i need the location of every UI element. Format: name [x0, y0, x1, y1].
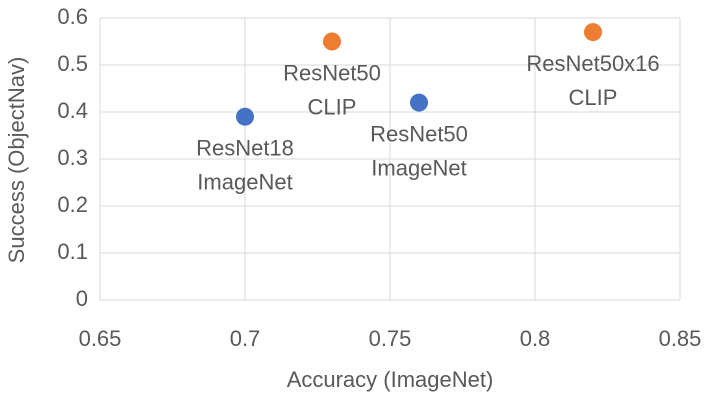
point	[584, 23, 602, 42]
y-tick-label: 0	[76, 286, 88, 311]
point-label: CLIP	[569, 85, 618, 110]
y-axis-label: Success (ObjectNav)	[4, 57, 29, 264]
x-axis-label: Accuracy (ImageNet)	[287, 367, 494, 392]
x-tick-label: 0.8	[520, 326, 551, 351]
y-tick-label: 0.3	[57, 145, 88, 170]
y-tick-label: 0.2	[57, 192, 88, 217]
point-label: ResNet50x16	[526, 51, 659, 76]
point	[236, 107, 254, 126]
x-tick-label: 0.7	[230, 326, 261, 351]
point-label: ResNet18	[196, 136, 294, 161]
point-label: ResNet50	[370, 121, 468, 146]
y-tick-label: 0.1	[57, 239, 88, 264]
point	[323, 32, 341, 51]
point-label: ImageNet	[197, 170, 292, 195]
point-label: ResNet50	[283, 60, 381, 85]
point	[410, 93, 428, 112]
x-tick-label: 0.75	[369, 326, 412, 351]
y-tick-label: 0.4	[57, 98, 88, 123]
y-tick-label: 0.5	[57, 51, 88, 76]
point-label: CLIP	[308, 94, 357, 119]
y-tick-label: 0.6	[57, 4, 88, 29]
x-tick-label: 0.65	[79, 326, 122, 351]
point-label: ImageNet	[371, 155, 466, 180]
x-tick-label: 0.85	[659, 326, 702, 351]
